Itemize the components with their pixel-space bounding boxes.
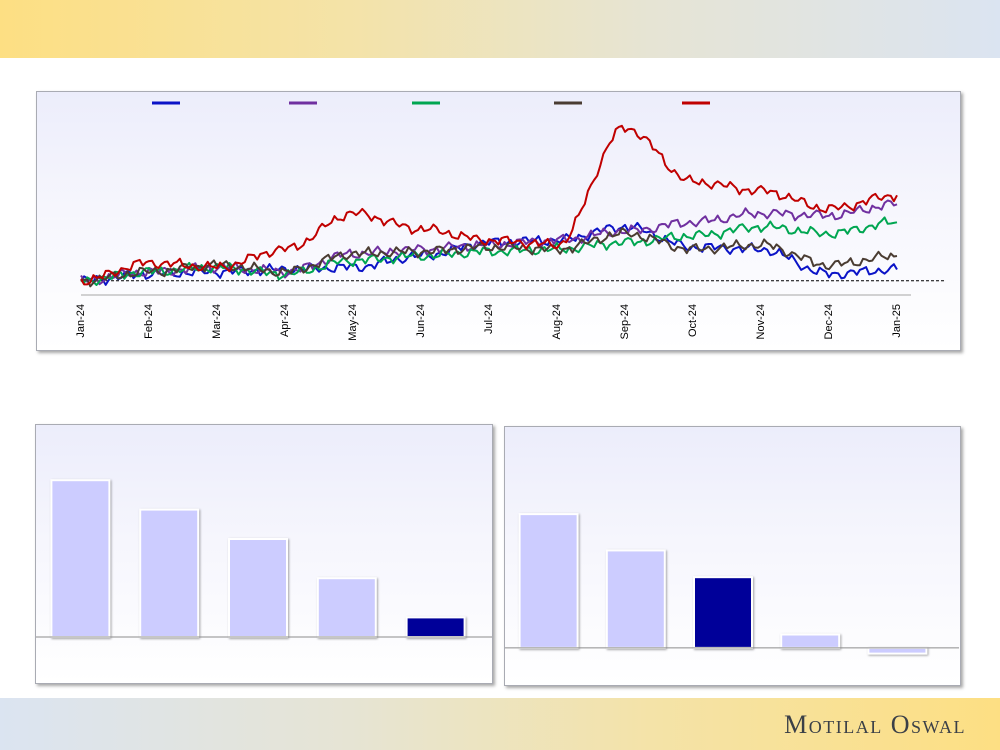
x-tick-label: Aug-24 bbox=[551, 304, 563, 339]
bar-chart-left bbox=[36, 479, 492, 639]
x-tick-label: Dec-24 bbox=[823, 304, 835, 339]
bar bbox=[316, 577, 377, 638]
line-chart: Jan-24 Feb-24 Mar-24 Apr-24 May-24 Jun-24 Jul-… bbox=[75, 101, 945, 341]
x-tick-label: Apr-24 bbox=[279, 304, 291, 337]
series-line bbox=[80, 216, 898, 286]
x-tick-label: Feb-24 bbox=[143, 304, 155, 339]
header-band bbox=[0, 0, 1000, 58]
bar bbox=[867, 646, 928, 655]
bar bbox=[228, 538, 288, 638]
bar-chart-right-panel bbox=[504, 426, 961, 686]
bar bbox=[780, 633, 841, 649]
series-line bbox=[80, 124, 898, 286]
line-chart-panel: Jan-24 Feb-24 Mar-24 Apr-24 May-24 Jun-24 Jul-… bbox=[36, 91, 961, 351]
footer-band bbox=[0, 698, 1000, 750]
x-tick-label: Nov-24 bbox=[755, 304, 767, 339]
bar-chart-left-panel bbox=[35, 424, 493, 684]
bar bbox=[50, 479, 111, 639]
brand-logo: Motilal Oswal bbox=[784, 710, 966, 739]
x-tick-label: Jan-25 bbox=[891, 304, 903, 338]
bar bbox=[139, 508, 200, 638]
series-line bbox=[80, 227, 898, 288]
x-tick-label: Jan-24 bbox=[75, 304, 87, 338]
bar bbox=[693, 576, 753, 649]
x-tick-label: Oct-24 bbox=[687, 304, 699, 337]
bar-chart-right bbox=[505, 513, 959, 655]
x-tick-label: Jun-24 bbox=[415, 304, 427, 338]
x-tick-label: Mar-24 bbox=[211, 304, 223, 339]
series-line bbox=[80, 221, 898, 286]
x-tick-label: Jul-24 bbox=[483, 304, 495, 334]
x-tick-label: May-24 bbox=[347, 304, 359, 341]
bar bbox=[518, 513, 579, 649]
bar bbox=[405, 616, 466, 638]
x-tick-label: Sep-24 bbox=[619, 304, 631, 339]
bar bbox=[605, 549, 666, 649]
